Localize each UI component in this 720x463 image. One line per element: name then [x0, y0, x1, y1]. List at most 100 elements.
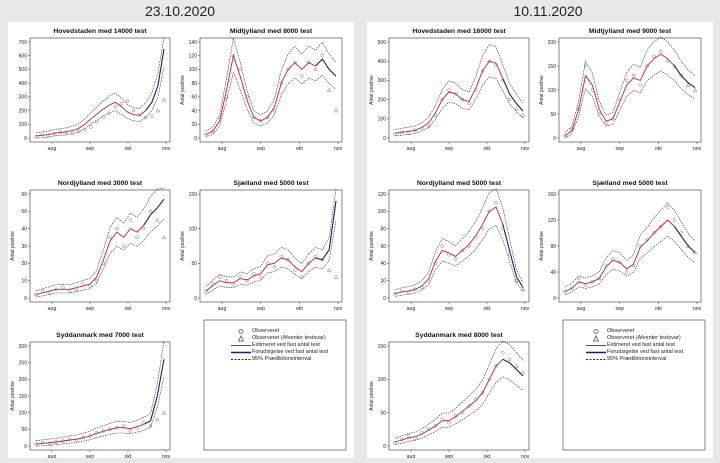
chart-frame: [558, 37, 702, 143]
legend-circle-icon: [230, 328, 252, 335]
chart-title: Midtjylland med 8000 test: [230, 28, 313, 35]
y-tick-label: 120: [189, 54, 198, 60]
observed-point: [467, 244, 471, 248]
interval-lower: [35, 218, 165, 298]
y-axis-label: Antal positive: [10, 381, 16, 411]
observed-point: [272, 108, 277, 113]
chart-title: Syddanmark med 7000 test: [56, 332, 144, 339]
x-tick-label: okt: [296, 306, 303, 312]
chart-title: Sjælland med 5000 test: [592, 180, 668, 187]
observed-point: [74, 287, 79, 292]
observed-point: [61, 439, 65, 443]
observed-point: [420, 126, 424, 131]
y-tick-label: 50: [21, 209, 27, 215]
x-tick-label: sep: [86, 306, 94, 312]
observed-point: [108, 427, 112, 432]
observed-point: [447, 252, 451, 257]
interval-upper: [564, 36, 696, 133]
observed-point: [135, 425, 139, 430]
pending-point: [326, 267, 332, 272]
y-axis-label: Antal positive: [10, 231, 16, 261]
observed-point: [453, 414, 458, 418]
legend-dashed-line-icon: [230, 356, 252, 363]
observed-point: [286, 258, 290, 262]
x-tick-label: nov: [521, 306, 530, 312]
forecast-line: [315, 58, 337, 77]
observed-point: [76, 129, 81, 133]
observed-point: [672, 64, 677, 68]
x-tick-label: nov: [521, 454, 530, 458]
panel-date-left: 23.10.2020: [144, 3, 216, 19]
observed-point: [597, 276, 601, 281]
observed-point: [95, 119, 99, 124]
legend-right: Observeret Observeret (Afventer testsvar…: [585, 328, 683, 363]
panel-right: Hovedstaden med 16000 test 0 100 200 300 400 5…: [367, 22, 713, 458]
y-tick-label: 40: [191, 108, 197, 114]
pending-point: [514, 106, 519, 111]
y-tick-label: 40: [380, 261, 386, 267]
observed-point: [258, 119, 263, 123]
pending-point: [326, 87, 332, 92]
observed-point: [258, 275, 263, 279]
observed-point: [487, 209, 492, 214]
observed-point: [413, 436, 417, 440]
legend-blue-line-icon: [230, 349, 252, 356]
chart-2: Nordjylland med 3000 test 0 10 20 30 40 50 60 An…: [10, 180, 171, 312]
observed-point: [507, 252, 512, 257]
observed-point: [604, 121, 608, 126]
observed-point: [474, 397, 478, 402]
observed-point: [224, 95, 229, 99]
observed-point: [624, 78, 629, 83]
observed-point: [128, 429, 133, 433]
observed-point: [108, 235, 112, 240]
chart-1: Midtjylland med 8000 test 0 20 40 60 80 100 120…: [180, 28, 343, 152]
observed-point: [107, 111, 111, 116]
observed-point: [135, 235, 139, 240]
forecast-line: [502, 224, 524, 288]
observed-point: [88, 284, 92, 288]
interval-lower: [35, 66, 165, 139]
interval-lower: [394, 376, 524, 445]
observed-point: [440, 97, 444, 102]
pending-point: [161, 235, 167, 239]
observed-point: [34, 292, 38, 297]
observed-point: [494, 200, 498, 205]
y-tick-label: 0: [553, 296, 556, 302]
pending-point: [692, 87, 698, 92]
x-tick-label: sep: [445, 454, 453, 458]
y-axis-label: Antal positive: [180, 231, 186, 261]
y-tick-label: 700: [19, 40, 28, 46]
interval-upper: [205, 37, 337, 132]
y-tick-label: 200: [19, 108, 28, 114]
observed-point: [300, 275, 304, 279]
observed-point: [413, 128, 417, 133]
interval-lower: [205, 220, 337, 295]
observed-point: [480, 226, 485, 231]
observed-point: [426, 124, 431, 129]
pending-point: [333, 108, 339, 113]
y-tick-label: 60: [21, 192, 27, 198]
observed-point: [306, 261, 311, 266]
observed-point: [74, 438, 79, 442]
y-tick-label: 80: [380, 226, 386, 232]
observed-point: [420, 285, 424, 290]
y-axis-label: Antal positive: [369, 231, 375, 261]
x-tick-label: nov: [162, 146, 171, 152]
y-tick-label: 200: [378, 97, 387, 103]
observed-point: [460, 248, 465, 253]
observed-point: [88, 434, 92, 438]
legend-pending: Observeret (Afventer testsvar): [252, 335, 326, 341]
y-tick-label: 300: [19, 344, 28, 350]
observed-point: [265, 261, 270, 266]
x-tick-label: aug: [48, 306, 57, 312]
observed-point: [293, 268, 297, 273]
x-tick-label: nov: [162, 454, 171, 458]
observed-point: [34, 442, 38, 447]
interval-lower: [564, 70, 696, 139]
observed-point: [393, 132, 397, 136]
observed-point: [238, 67, 242, 72]
chart-3: Sjælland med 5000 test 0 50 100 150 Antal pos…: [180, 180, 343, 312]
observed-point: [440, 417, 444, 422]
observed-point: [487, 59, 492, 63]
pending-point: [685, 82, 691, 87]
